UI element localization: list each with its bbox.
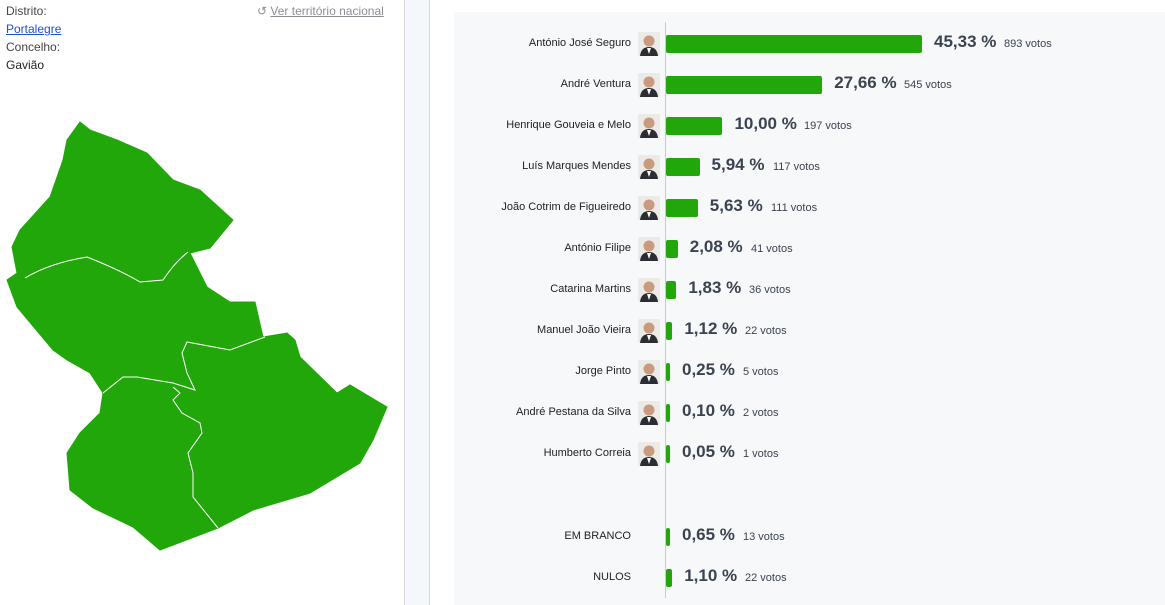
result-percent: 0,25 %: [682, 360, 735, 379]
candidate-name: Luís Marques Mendes: [522, 160, 631, 172]
result-bar: [666, 199, 698, 217]
result-votes: 5 votos: [743, 366, 779, 378]
result-bar: [666, 404, 670, 422]
result-row: Manuel João Vieira 1,12 % 22 votos: [454, 316, 1165, 346]
candidate-name: António José Seguro: [528, 37, 631, 49]
result-votes: 893 votos: [1004, 38, 1052, 50]
result-percent: 0,65 %: [682, 525, 735, 544]
result-percent: 10,00 %: [734, 114, 797, 133]
result-row: Henrique Gouveia e Melo 10,00 % 197 votos: [454, 111, 1165, 141]
result-row: António Filipe 2,08 % 41 votos: [454, 234, 1165, 264]
result-row: Jorge Pinto 0,25 % 5 votos: [454, 357, 1165, 387]
parish-borders: [24, 251, 266, 529]
result-percent: 1,10 %: [684, 566, 738, 585]
candidate-name: Manuel João Vieira: [537, 324, 631, 336]
result-percent: 27,66 %: [834, 73, 897, 92]
result-percent: 1,12 %: [684, 319, 738, 338]
candidate-photo: [638, 319, 660, 343]
district-link[interactable]: Portalegre: [6, 22, 62, 36]
candidate-name: Catarina Martins: [550, 283, 631, 295]
candidate-photo: [638, 196, 660, 220]
result-votes: 545 votos: [904, 79, 952, 91]
national-territory-link[interactable]: ↺ Ver território nacional: [257, 4, 384, 18]
result-row: João Cotrim de Figueiredo 5,63 % 111 votos: [454, 193, 1165, 223]
location-panel: Distrito: Portalegre Concelho: Gavião ↺ …: [0, 0, 403, 605]
result-votes: 22 votos: [745, 325, 787, 337]
result-bar: [666, 281, 677, 299]
national-territory-label: Ver território nacional: [270, 4, 384, 18]
map-region[interactable]: [6, 121, 388, 551]
result-percent: 1,83 %: [688, 278, 742, 297]
district-label: Distrito:: [6, 4, 47, 18]
result-row: André Pestana da Silva 0,10 % 2 votos: [454, 398, 1165, 428]
candidate-name: André Ventura: [560, 78, 631, 90]
result-row: NULOS 1,10 % 22 votos: [454, 563, 1165, 593]
candidate-photo: [638, 32, 660, 56]
candidate-photo: [638, 278, 660, 302]
result-votes: 2 votos: [743, 407, 779, 419]
result-bar: [666, 35, 922, 53]
result-bar: [666, 240, 678, 258]
result-percent: 0,05 %: [682, 442, 735, 461]
results-panel: [454, 12, 1165, 605]
result-votes: 111 votos: [771, 202, 818, 214]
candidate-name: João Cotrim de Figueiredo: [501, 201, 631, 213]
result-row: António José Seguro 45,33 % 893 votos: [454, 29, 1165, 59]
result-row: Humberto Correia 0,05 % 1 votos: [454, 439, 1165, 469]
municipality-value: Gavião: [6, 58, 45, 72]
panel-splitter[interactable]: [404, 0, 430, 605]
candidate-name: NULOS: [593, 571, 631, 583]
result-bar: [666, 445, 670, 463]
candidate-photo: [638, 155, 660, 179]
result-bar: [666, 76, 823, 94]
municipality-map: [6, 121, 388, 551]
result-percent: 5,94 %: [711, 155, 765, 174]
result-percent: 5,63 %: [709, 196, 763, 215]
undo-icon: ↺: [257, 4, 268, 18]
result-votes: 41 votos: [751, 243, 793, 255]
result-row: Luís Marques Mendes 5,94 % 117 votos: [454, 152, 1165, 182]
result-bar: [666, 117, 723, 135]
result-row: Catarina Martins 1,83 % 36 votos: [454, 275, 1165, 305]
result-votes: 117 votos: [773, 161, 820, 173]
candidate-photo: [638, 114, 660, 138]
result-votes: 22 votos: [745, 572, 787, 584]
candidate-photo: [638, 442, 660, 466]
result-bar: [666, 569, 673, 587]
result-bar: [666, 322, 673, 340]
candidate-name: André Pestana da Silva: [516, 406, 631, 418]
candidate-photo: [638, 73, 660, 97]
result-percent: 2,08 %: [689, 237, 743, 256]
candidate-name: EM BRANCO: [564, 530, 631, 542]
result-bar: [666, 363, 670, 381]
candidate-name: António Filipe: [564, 242, 631, 254]
result-bar: [666, 158, 700, 176]
result-row: EM BRANCO 0,65 % 13 votos: [454, 522, 1165, 552]
result-votes: 1 votos: [743, 448, 779, 460]
candidate-name: Humberto Correia: [543, 447, 631, 459]
candidate-name: Jorge Pinto: [575, 365, 631, 377]
result-percent: 0,10 %: [682, 401, 735, 420]
result-votes: 197 votos: [804, 120, 852, 132]
result-percent: 45,33 %: [934, 32, 997, 51]
municipality-label: Concelho:: [6, 40, 61, 54]
result-bar: [666, 528, 670, 546]
chart-axis: [665, 22, 666, 598]
candidate-photo: [638, 360, 660, 384]
result-row: André Ventura 27,66 % 545 votos: [454, 70, 1165, 100]
result-votes: 13 votos: [743, 531, 785, 543]
candidate-photo: [638, 237, 660, 261]
candidate-photo: [638, 401, 660, 425]
candidate-name: Henrique Gouveia e Melo: [506, 119, 631, 131]
result-votes: 36 votos: [749, 284, 791, 296]
